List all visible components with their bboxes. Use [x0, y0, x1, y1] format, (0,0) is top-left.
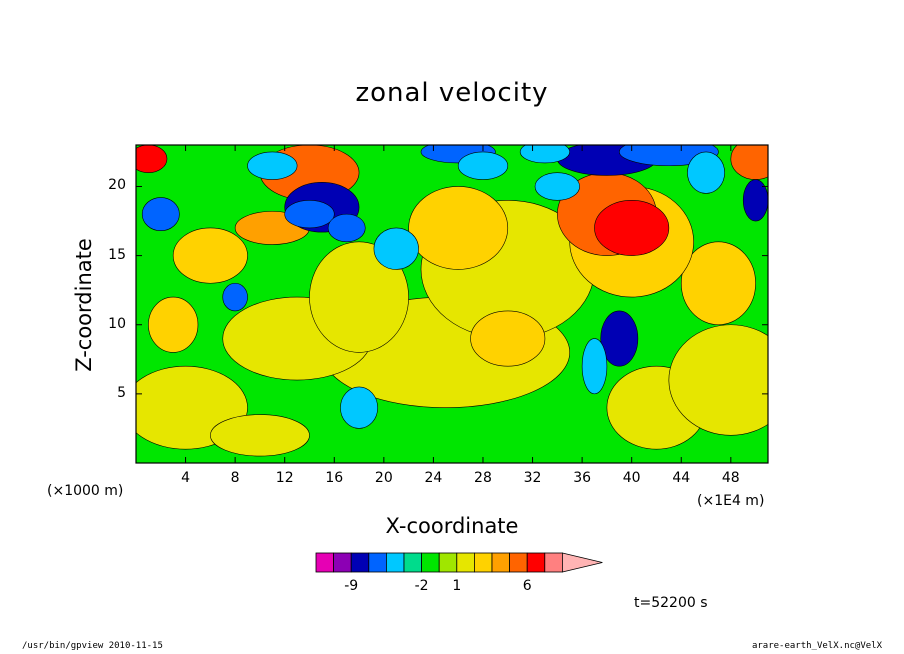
colorbar-swatch [438, 552, 458, 573]
x-tick-label: 28 [474, 470, 492, 486]
contour-blob [668, 324, 768, 436]
colorbar-swatch [509, 552, 528, 573]
time-label: t=52200 s [634, 595, 708, 611]
contour-blob [210, 414, 310, 457]
chart-title: zonal velocity [355, 78, 549, 108]
colorbar-swatch [421, 552, 440, 573]
contour-blob [340, 386, 378, 429]
colorbar-swatch [350, 552, 370, 573]
contour-blob [600, 310, 639, 367]
contour-blob [470, 310, 546, 367]
contour-blob [581, 338, 608, 395]
y-tick-label: 5 [117, 384, 126, 401]
colorbar-swatch [333, 552, 352, 573]
colorbar-swatch [403, 552, 423, 573]
colorbar-swatch [456, 552, 475, 573]
footer-right: arare-earth_VelX.nc@VelX [751, 641, 882, 651]
contour-blob [534, 172, 580, 201]
colorbar-label: -2 [414, 578, 429, 594]
contour-blob [373, 227, 419, 270]
x-tick-label: 40 [622, 470, 641, 486]
contour-field [136, 145, 768, 463]
contour-blob [680, 241, 756, 326]
x-axis-label: X-coordinate [385, 514, 519, 538]
contour-blob [408, 186, 509, 270]
y-tick-label: 15 [108, 246, 126, 263]
colorbar-swatch [491, 552, 511, 573]
colorbar-swatch [473, 552, 493, 573]
x-units-right: (×1E4 m) [697, 493, 765, 509]
footer-left: /usr/bin/gpview 2010-11-15 [22, 641, 163, 651]
x-tick-label: 36 [573, 470, 592, 486]
x-tick-label: 44 [672, 470, 691, 486]
y-axis-label: Z-coordinate [72, 238, 96, 372]
contour-blob [136, 145, 168, 173]
colorbar-label: 1 [452, 578, 462, 594]
colorbar-label: 6 [522, 578, 532, 594]
x-tick-label: 8 [230, 470, 240, 486]
colorbar-swatch [368, 552, 387, 573]
y-tick-label: 20 [108, 177, 126, 194]
colorbar-swatch [526, 552, 546, 573]
plot-frame [135, 144, 769, 464]
x-tick-label: 20 [374, 470, 393, 486]
contour-blob [594, 200, 670, 256]
contour-blob [457, 151, 509, 180]
x-tick-label: 16 [325, 470, 344, 486]
x-tick-label: 24 [424, 470, 443, 486]
x-tick-label: 4 [181, 470, 191, 486]
contour-blob [687, 151, 725, 194]
contour-blob [247, 151, 298, 180]
contour-blob [309, 241, 409, 353]
colorbar-swatch [385, 552, 405, 573]
contour-blob [222, 282, 248, 312]
axis-ticks [136, 145, 768, 463]
contour-blob [141, 197, 180, 232]
x-tick-label: 12 [275, 470, 294, 486]
y-tick-label: 10 [108, 315, 126, 332]
colorbar-arrow [562, 552, 603, 573]
contour-blob [148, 296, 199, 353]
colorbar-swatch [544, 552, 563, 573]
contour-blob [284, 200, 335, 229]
contour-blob [327, 213, 366, 243]
contour-blob [519, 145, 571, 164]
colorbar [315, 552, 603, 573]
contour-blob [172, 227, 248, 284]
x-units-left: (×1000 m) [47, 483, 124, 499]
contour-blob [742, 179, 768, 222]
contour-blob [730, 145, 768, 180]
colorbar-swatch [315, 552, 335, 573]
x-tick-label: 48 [721, 470, 740, 486]
x-tick-label: 32 [523, 470, 542, 486]
colorbar-label: -9 [344, 578, 359, 594]
